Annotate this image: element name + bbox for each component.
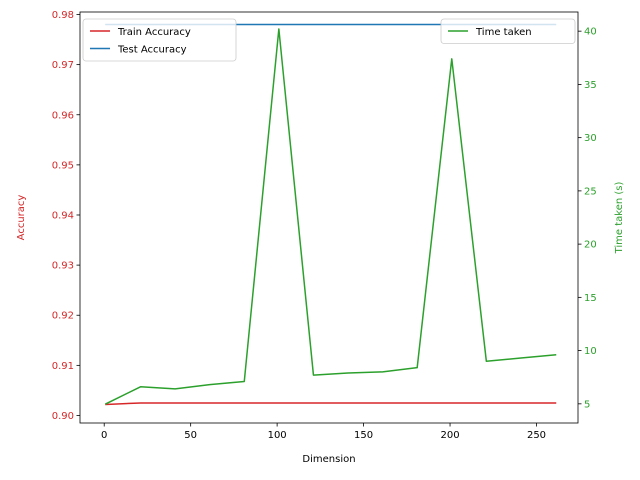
right-y-tick-label: 10 — [584, 346, 597, 357]
x-tick-label: 50 — [184, 430, 197, 441]
axes: 0 50 100 150 200 250 0.90 0.91 0.92 0.93 0.94 0.95 0… — [16, 10, 625, 465]
left-axis-label: Accuracy — [16, 195, 27, 241]
series-line-train-accuracy — [105, 402, 557, 406]
left-y-tick-label: 0.91 — [52, 361, 74, 372]
x-tick-label: 150 — [354, 430, 373, 441]
left-y-tick-label: 0.94 — [52, 210, 74, 221]
right-y-tick-label: 35 — [584, 80, 597, 91]
legend-label-test-accuracy: Test Accuracy — [117, 45, 187, 56]
x-tick-label: 100 — [268, 430, 287, 441]
left-y-tick-label: 0.97 — [52, 60, 74, 71]
x-tick-label: 200 — [440, 430, 459, 441]
x-tick-label: 250 — [527, 430, 546, 441]
left-y-tick-label: 0.93 — [52, 261, 74, 272]
left-y-tick-label: 0.95 — [52, 160, 74, 171]
legend-left-box — [82, 18, 237, 62]
axes-frame — [79, 11, 579, 424]
left-y-tick-label: 0.92 — [52, 311, 74, 322]
right-y-tick-label: 40 — [584, 27, 597, 38]
left-y-tick-label: 0.96 — [52, 110, 74, 121]
right-y-tick-label: 5 — [584, 399, 590, 410]
x-axis-label: Dimension — [302, 454, 355, 465]
right-y-tick-label: 25 — [584, 186, 597, 197]
series-line-time-taken — [104, 28, 557, 405]
legend-label-time-taken: Time taken — [475, 27, 532, 38]
right-y-tick-label: 30 — [584, 133, 597, 144]
legend-label-train-accuracy: Train Accuracy — [117, 27, 191, 38]
right-y-tick-label: 15 — [584, 293, 597, 304]
left-y-tick-label: 0.90 — [52, 411, 74, 422]
left-y-tick-label: 0.98 — [52, 10, 74, 21]
right-axis-label: Time taken (s) — [614, 181, 625, 254]
right-y-tick-label: 20 — [584, 240, 597, 251]
x-tick-label: 0 — [101, 430, 107, 441]
legend-right-box — [440, 18, 576, 44]
legends: Train Accuracy Test Accuracy Time taken — [82, 18, 576, 62]
